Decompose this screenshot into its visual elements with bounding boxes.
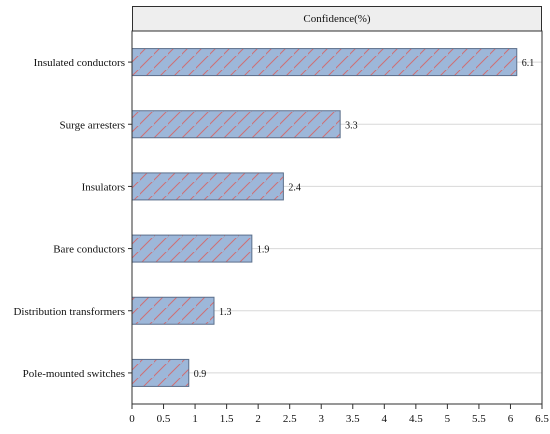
x-tick-label: 4.5 bbox=[409, 413, 423, 425]
category-label: Pole-mounted switches bbox=[23, 368, 125, 380]
category-label: Surge arresters bbox=[60, 119, 125, 131]
bar-series bbox=[131, 48, 518, 387]
x-tick-label: 6 bbox=[508, 413, 514, 425]
x-tick-label: 3 bbox=[318, 413, 324, 425]
x-tick-label: 1.5 bbox=[220, 413, 234, 425]
bar-pole-mounted-switches bbox=[131, 358, 190, 387]
x-tick-label: 3.5 bbox=[346, 413, 360, 425]
bar-insulated-conductors bbox=[131, 48, 518, 77]
x-tick-label: 0.5 bbox=[157, 413, 171, 425]
x-tick-label: 5 bbox=[445, 413, 451, 425]
data-label: 1.3 bbox=[219, 307, 232, 318]
x-axis: 0 0.5 1 1.5 2 2.5 3 3.5 4 4.5 5 5.5 6 6.5 bbox=[129, 404, 549, 425]
x-tick-label: 4 bbox=[382, 413, 388, 425]
x-tick-label: 5.5 bbox=[472, 413, 486, 425]
x-tick-label: 0 bbox=[129, 413, 135, 425]
bar-insulators bbox=[131, 172, 284, 201]
data-label: 1.9 bbox=[257, 245, 270, 256]
category-label: Insulators bbox=[82, 181, 125, 193]
bar-bare-conductors bbox=[131, 234, 253, 263]
category-label: Bare conductors bbox=[53, 244, 125, 256]
data-labels: 6.1 3.3 2.4 1.9 1.3 0.9 bbox=[194, 58, 535, 380]
data-label: 3.3 bbox=[345, 120, 358, 131]
bar-surge-arresters bbox=[131, 110, 341, 139]
data-label: 6.1 bbox=[522, 58, 535, 69]
grid-lines bbox=[132, 61, 542, 374]
data-label: 2.4 bbox=[288, 182, 301, 193]
category-label: Distribution transformers bbox=[13, 306, 125, 318]
bar-distribution-transformers bbox=[131, 296, 215, 325]
data-label: 0.9 bbox=[194, 369, 207, 380]
x-tick-label: 2 bbox=[255, 413, 261, 425]
category-label: Insulated conductors bbox=[34, 57, 125, 69]
plot-frame bbox=[131, 30, 543, 405]
chart-title: Confidence(%) bbox=[132, 6, 542, 31]
x-tick-label: 2.5 bbox=[283, 413, 297, 425]
x-tick-label: 1 bbox=[192, 413, 198, 425]
category-labels: Insulated conductors Surge arresters Insul… bbox=[13, 57, 132, 380]
x-tick-label: 6.5 bbox=[535, 413, 549, 425]
